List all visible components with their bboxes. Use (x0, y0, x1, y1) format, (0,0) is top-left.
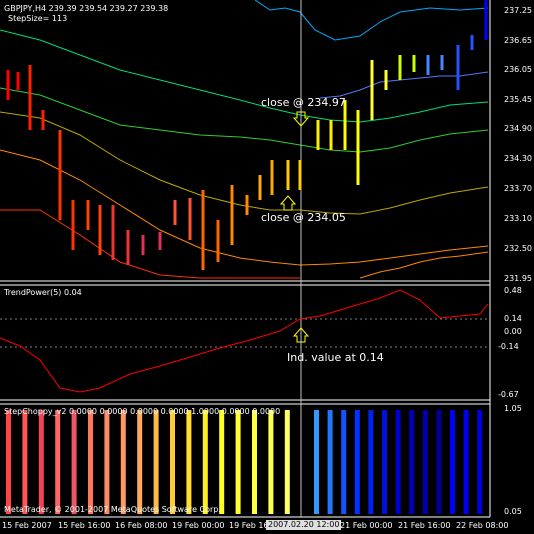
choppy-bar (341, 410, 347, 514)
trendpower-line (0, 289, 489, 393)
choppy-bar (463, 410, 469, 514)
symbol-header: GBPJPY,H4 239.39 239.54 239.27 239.38 (4, 4, 169, 13)
choppy-bar (186, 410, 192, 514)
choppy-bar (202, 410, 208, 514)
close-arrow-1-icon (292, 111, 310, 127)
price-label: 235.45 (504, 95, 532, 104)
stepchoppy-values: 0.0000 0.0000 0.0000 0.0000 1.0000 0.000… (69, 407, 281, 416)
choppy-bar (71, 410, 77, 514)
choppy-bar (284, 410, 290, 514)
x-axis-label: 21 Feb 16:00 (398, 521, 451, 530)
choppy-bar (88, 410, 93, 514)
choppy-bar (153, 410, 159, 514)
choppy-bar (395, 410, 401, 514)
x-axis-label: 15 Feb 2007 (2, 521, 52, 530)
tp-level-label: 0.48 (504, 286, 522, 295)
price-label: 234.30 (504, 154, 532, 163)
tp-level-label: 0.00 (504, 327, 522, 336)
choppy-bar (409, 410, 415, 514)
x-axis-label: 19 Feb 16 (229, 521, 269, 530)
envelope-bands (0, 0, 489, 279)
sc-level-label: 1.05 (504, 404, 522, 413)
choppy-bar (22, 410, 28, 514)
choppy-bar (477, 410, 483, 514)
price-label: 237.25 (504, 6, 532, 15)
sc-level-label: 0.05 (504, 507, 522, 516)
choppy-bar (38, 410, 44, 514)
stepsize-label: StepSize= 113 (8, 14, 68, 23)
choppy-bar (436, 410, 442, 514)
choppy-bar (170, 410, 175, 514)
price-label: 234.90 (504, 124, 532, 133)
indicator-annotation: Ind. value at 0.14 (287, 351, 384, 364)
price-label: 231.95 (504, 274, 532, 283)
stepchoppy-name: StepChoppy_v2 (4, 407, 67, 416)
tp-level-label: -0.67 (498, 390, 519, 399)
choppy-bar (354, 410, 360, 514)
price-label: 233.70 (504, 184, 532, 193)
copyright-text: MetaTrader, © 2001-2007 MetaQuotes Softw… (4, 505, 221, 514)
choppy-bar (235, 410, 241, 514)
close-arrow-2-icon (279, 195, 297, 211)
choppy-bar (450, 410, 455, 514)
choppy-bar (137, 410, 143, 514)
tp-level-label: 0.14 (504, 314, 522, 323)
choppy-bar (120, 410, 126, 514)
price-label: 233.10 (504, 214, 532, 223)
x-axis-label: 22 Feb 08:00 (456, 521, 509, 530)
choppy-bar (219, 410, 225, 514)
x-axis-label: 16 Feb 08:00 (115, 521, 168, 530)
choppy-bar (104, 410, 110, 514)
choppy-bar (382, 410, 387, 514)
x-axis-selected-time: 2007.02.20 12:00 (266, 520, 342, 530)
choppy-bar (252, 410, 257, 514)
x-axis-label: 21 Feb 00:00 (340, 521, 393, 530)
price-label: 236.65 (504, 36, 532, 45)
choppy-bar (368, 410, 374, 514)
choppy-bar (268, 410, 274, 514)
choppy-bar (327, 410, 333, 514)
stepchoppy-histogram (6, 410, 483, 514)
price-bars (6, 0, 488, 270)
tp-level-label: -0.14 (498, 342, 519, 351)
stepchoppy-title: StepChoppy_v2 0.0000 0.0000 0.0000 0.000… (4, 408, 280, 416)
choppy-bar (55, 410, 61, 514)
x-axis-label: 15 Feb 16:00 (58, 521, 111, 530)
choppy-bar (422, 410, 428, 514)
x-axis-label: 19 Feb 00:00 (172, 521, 225, 530)
choppy-bar (314, 410, 319, 514)
trendpower-title: TrendPower(5) 0.04 (4, 288, 82, 297)
price-label: 236.05 (504, 65, 532, 74)
ind-arrow-icon (292, 327, 310, 343)
choppy-bar (6, 410, 11, 514)
close-annotation-1: close @ 234.97 (261, 96, 346, 109)
close-annotation-2: close @ 234.05 (261, 211, 346, 224)
price-label: 232.50 (504, 244, 532, 253)
